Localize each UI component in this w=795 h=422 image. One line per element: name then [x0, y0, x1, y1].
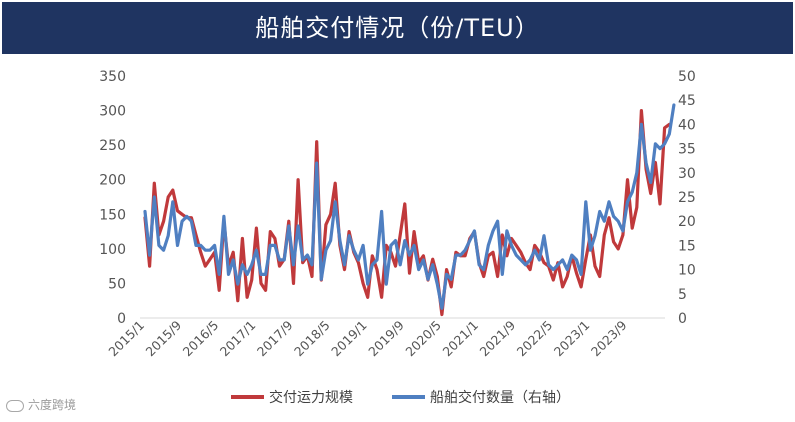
x-axis-tick: 2015/9 [143, 317, 185, 359]
left-axis-tick: 0 [117, 311, 126, 327]
x-axis-tick: 2018/5 [291, 318, 333, 360]
chart-title: 船舶交付情况（份/TEU） [255, 14, 540, 42]
x-axis: 2015/12015/92016/52017/12017/92018/52019… [105, 317, 629, 359]
left-axis-tick: 50 [108, 276, 126, 292]
x-axis-tick: 2023/9 [588, 317, 630, 359]
watermark-logo-icon [6, 399, 24, 412]
right-axis-tick: 45 [678, 93, 696, 109]
series-lines [143, 103, 676, 317]
left-axis-tick: 200 [99, 173, 126, 189]
series-line-ship-count [143, 103, 676, 310]
left-axis-tick: 300 [99, 104, 126, 120]
right-axis-tick: 30 [678, 166, 696, 182]
right-axis-tick: 35 [678, 142, 696, 158]
right-axis-tick: 25 [678, 190, 696, 206]
right-axis-tick: 50 [678, 69, 696, 85]
right-axis-tick: 40 [678, 117, 696, 133]
left-axis-tick: 250 [99, 138, 126, 154]
right-axis-tick: 20 [678, 214, 696, 230]
right-axis-tick: 0 [678, 311, 687, 327]
x-axis-tick: 2021/1 [439, 318, 481, 360]
x-axis-tick: 2019/9 [365, 317, 407, 359]
right-axis-tick: 10 [678, 263, 696, 279]
left-axis: 0 50 100 150 200 250 300 350 [99, 69, 126, 327]
x-axis-tick: 2021/9 [477, 317, 519, 359]
right-axis: 0 5 10 15 20 25 30 35 40 45 50 [678, 69, 696, 327]
x-axis-tick: 2019/1 [328, 318, 370, 360]
legend-label: 交付运力规模 [269, 389, 353, 406]
x-axis-tick: 2015/1 [105, 318, 147, 360]
left-axis-tick: 100 [99, 242, 126, 258]
x-axis-tick: 2017/9 [254, 317, 296, 359]
right-axis-tick: 15 [678, 238, 696, 254]
title-banner: 船舶交付情况（份/TEU） [2, 2, 793, 54]
left-axis-tick: 350 [99, 69, 126, 85]
series-line-capacity [143, 108, 671, 317]
legend-label: 船舶交付数量（右轴） [430, 389, 570, 406]
x-axis-tick: 2017/1 [217, 318, 259, 360]
x-axis-tick: 2022/5 [514, 318, 556, 360]
x-axis-tick: 2020/5 [402, 318, 444, 360]
right-axis-tick: 5 [678, 287, 687, 303]
left-axis-tick: 150 [99, 207, 126, 223]
x-axis-tick: 2023/1 [551, 318, 593, 360]
watermark: 六度跨境 [6, 396, 76, 413]
x-axis-tick: 2016/5 [180, 318, 222, 360]
watermark-text: 六度跨境 [28, 398, 77, 412]
legend: 交付运力规模 船舶交付数量（右轴） [231, 389, 570, 406]
